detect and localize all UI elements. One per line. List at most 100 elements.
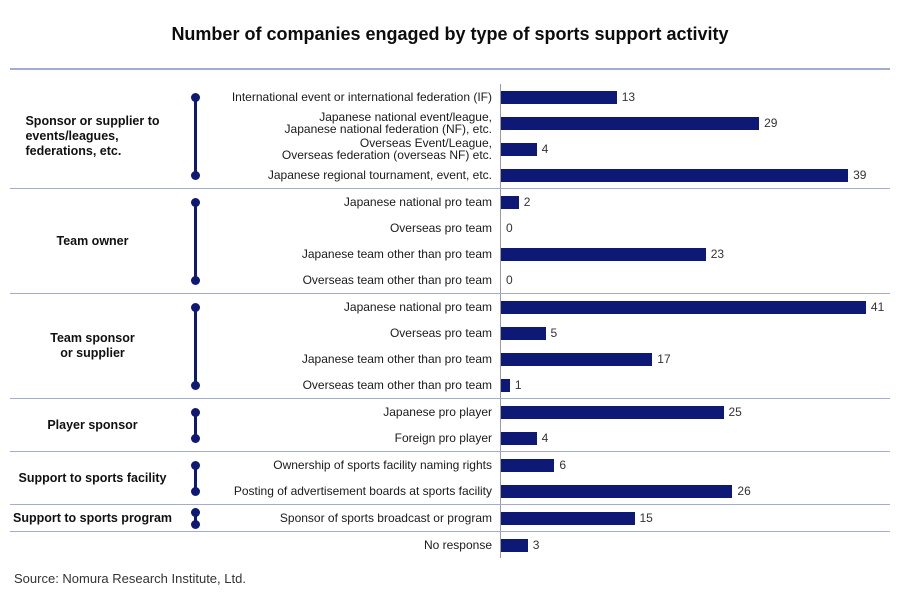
group-bracket-area: [175, 189, 215, 293]
bar: [501, 116, 760, 130]
bar: [501, 538, 528, 552]
chart-row: Ownership of sports facility naming righ…: [215, 452, 890, 478]
bar-area: 39: [500, 162, 890, 188]
group-bracket-area: [175, 532, 215, 558]
group-rows: Ownership of sports facility naming righ…: [215, 452, 890, 504]
group-bracket-area: [175, 84, 215, 188]
chart-group: Support to sports program Sponsor of spor…: [10, 505, 890, 532]
category-label: Sponsor of sports broadcast or program: [279, 510, 492, 525]
group-rows: Japanese national pro team 41 Overseas pro…: [215, 294, 890, 398]
chart-title: Number of companies engaged by type of s…: [171, 23, 729, 44]
value-label: 4: [541, 142, 549, 156]
group-bracket-icon: [191, 407, 199, 443]
category-label: Overseas pro team: [389, 220, 492, 235]
chart: Sponsor or supplier to events/leagues, f…: [10, 70, 890, 558]
chart-group: Team sponsor or supplier Japanese nationa…: [10, 294, 890, 399]
chart-row: Overseas team other than pro team 1: [215, 372, 890, 398]
bar: [501, 142, 537, 156]
chart-row: Posting of advertisement boards at sport…: [215, 478, 890, 504]
category-label: International event or international fed…: [231, 89, 492, 104]
source-note: Source: Nomura Research Institute, Ltd.: [14, 571, 246, 586]
category-label: Japanese team other than pro team: [301, 351, 492, 366]
value-label: 25: [728, 405, 742, 419]
bar: [501, 247, 706, 261]
group-label: [10, 532, 175, 558]
chart-group: Support to sports facility Ownership of s…: [10, 452, 890, 505]
value-label: 1: [514, 378, 522, 392]
value-label: 4: [541, 431, 549, 445]
chart-row: Japanese national pro team 41: [215, 294, 890, 320]
group-rows: No response 3: [215, 532, 890, 558]
category-label: Overseas team other than pro team: [302, 272, 492, 287]
group-rows: Sponsor of sports broadcast or program 15: [215, 505, 890, 531]
bar-area: 0: [500, 267, 890, 293]
chart-row: Overseas team other than pro team 0: [215, 267, 890, 293]
chart-row: Overseas pro team 5: [215, 320, 890, 346]
chart-row: Japanese pro player 25: [215, 399, 890, 425]
group-bracket-icon: [191, 460, 199, 496]
bar-area: 29: [500, 110, 890, 136]
chart-row: Sponsor of sports broadcast or program 15: [215, 505, 890, 531]
category-label: Overseas team other than pro team: [302, 377, 492, 392]
group-rows: Japanese national pro team 2 Overseas pro …: [215, 189, 890, 293]
bar-area: 1: [500, 372, 890, 398]
category-label: Posting of advertisement boards at sport…: [233, 483, 492, 498]
value-label: 39: [853, 168, 867, 182]
bar: [501, 458, 555, 472]
bar: [501, 511, 635, 525]
group-bracket-area: [175, 505, 215, 531]
group-bracket-area: [175, 452, 215, 504]
value-label: 26: [737, 484, 751, 498]
bar-area: 0: [500, 215, 890, 241]
group-bracket-icon: [191, 302, 199, 390]
value-label: 5: [550, 326, 558, 340]
chart-row: Japanese national event/league, Japanese…: [215, 110, 890, 136]
bar: [501, 352, 653, 366]
category-label: Foreign pro player: [394, 430, 492, 445]
category-label: Japanese national pro team: [343, 299, 492, 314]
chart-group: Sponsor or supplier to events/leagues, f…: [10, 70, 890, 189]
chart-group: Player sponsor Japanese pro player 25 Forei…: [10, 399, 890, 452]
chart-row: Japanese team other than pro team 17: [215, 346, 890, 372]
chart-row: Overseas Event/League, Overseas federati…: [215, 136, 890, 162]
bar: [501, 195, 519, 209]
group-bracket-icon: [191, 197, 199, 285]
category-label: Japanese team other than pro team: [301, 246, 492, 261]
bar: [501, 484, 733, 498]
bar-area: 4: [500, 136, 890, 162]
group-label: Team sponsor or supplier: [50, 331, 135, 360]
value-label: 0: [506, 273, 513, 287]
bar-area: 6: [500, 452, 890, 478]
category-label: No response: [423, 537, 492, 552]
bar-area: 4: [500, 425, 890, 451]
value-label: 41: [870, 300, 885, 314]
value-label: 6: [559, 458, 567, 472]
group-bracket-area: [175, 294, 215, 398]
value-label: 2: [523, 195, 531, 209]
category-label: Ownership of sports facility naming righ…: [273, 457, 492, 472]
category-label: Japanese national event/league, Japanese…: [284, 109, 492, 136]
chart-group: No response 3: [10, 532, 890, 558]
bar: [501, 326, 546, 340]
bar: [501, 300, 866, 314]
group-label: Sponsor or supplier to events/leagues, f…: [25, 113, 160, 158]
value-label: 3: [532, 538, 540, 552]
bar: [501, 431, 537, 445]
bar-area: 23: [500, 241, 890, 267]
group-label: Support to sports program: [12, 510, 173, 525]
value-label: 17: [657, 352, 671, 366]
group-bracket-icon: [191, 507, 199, 529]
value-label: 15: [639, 511, 653, 525]
category-label: Overseas Event/League, Overseas federati…: [281, 135, 492, 162]
category-label: Japanese national pro team: [343, 194, 492, 209]
group-label: Team owner: [56, 233, 129, 248]
chart-row: Overseas pro team 0: [215, 215, 890, 241]
bar-area: 15: [500, 505, 890, 531]
value-label: 23: [710, 247, 725, 261]
group-label: Support to sports facility: [18, 470, 167, 485]
bar: [501, 168, 849, 182]
value-label: 29: [764, 116, 778, 130]
category-label: Japanese regional tournament, event, etc…: [267, 167, 492, 182]
bar-area: 2: [500, 189, 890, 215]
bar-area: 25: [500, 399, 890, 425]
